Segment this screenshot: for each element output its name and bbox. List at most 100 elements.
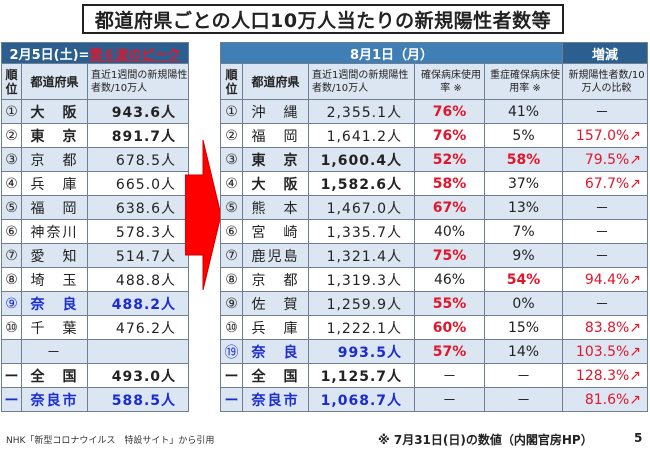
rank-cell: ③ (220, 147, 243, 172)
cases-cell: 1,467.0人 (308, 195, 415, 220)
compare-cell: － (562, 99, 649, 124)
compare-cell: － (562, 243, 649, 268)
rank-cell: ① (220, 99, 243, 124)
pref-cell: 兵 庫 (242, 315, 309, 340)
bed-rate-cell: 75% (414, 243, 485, 268)
cases-cell: 1,319.3人 (308, 267, 415, 292)
right-table: 8月1日（月） 増減 順位 都道府県 直近1週間の新規陽性者数/10万人 確保病… (219, 42, 649, 412)
cases-cell: 1,335.7人 (308, 219, 415, 244)
bed-rate-cell: 67% (414, 195, 485, 220)
severe-rate-cell: 37% (483, 171, 564, 196)
cases-cell: 588.5人 (86, 387, 190, 412)
rank-cell (1, 339, 22, 364)
severe-rate-cell: － (483, 363, 564, 388)
pref-cell: 東 京 (21, 123, 88, 148)
bed-rate-cell: 76% (414, 99, 485, 124)
rank-cell: ④ (220, 171, 243, 196)
pref-cell: 埼 玉 (21, 267, 88, 292)
compare-cell: － (562, 291, 649, 316)
severe-rate-cell: 14% (483, 339, 564, 364)
pref-cell: 兵 庫 (21, 171, 88, 196)
right-col-rank: 順位 (220, 63, 243, 100)
severe-rate-cell: 13% (483, 195, 564, 220)
pref-cell: 奈 良 (242, 339, 309, 364)
rank-cell: ⑦ (1, 243, 22, 268)
pref-cell: 大 阪 (21, 99, 88, 124)
bed-rate-cell: － (414, 387, 485, 412)
rank-cell: ④ (1, 171, 22, 196)
left-table-row: ⑥ 神奈川 578.3人 (1, 219, 190, 244)
cases-cell: 578.3人 (86, 219, 190, 244)
pref-cell: 愛 知 (21, 243, 88, 268)
pref-cell: 京 都 (242, 267, 309, 292)
compare-cell: 157.0%↗ (562, 123, 649, 148)
bed-rate-cell: 76% (414, 123, 485, 148)
compare-cell: 103.5%↗ (562, 339, 649, 364)
pref-cell: 全 国 (242, 363, 309, 388)
bed-rate-cell: 52% (414, 147, 485, 172)
right-table-row: ー全 国 1,125.7人－－ 128.3%↗ (220, 363, 649, 388)
left-col-pref: 都道府県 (21, 63, 88, 100)
bed-rate-cell: 57% (414, 339, 485, 364)
source-note: ※ 7月31日(日)の数値（内閣官房HP） (378, 433, 593, 447)
cases-cell: 1,582.6人 (308, 171, 415, 196)
rank-cell: ⑨ (220, 291, 243, 316)
right-table-row: ー奈良市 1,068.7人－－ 81.6%↗ (220, 387, 649, 412)
bed-rate-cell: － (414, 363, 485, 388)
right-col-bed: 確保病床使用率 ※ (414, 63, 485, 100)
compare-cell: 128.3%↗ (562, 363, 649, 388)
rank-cell: ② (220, 123, 243, 148)
pref-cell: 千 葉 (21, 315, 88, 340)
pref-cell: 宮 崎 (242, 219, 309, 244)
cases-cell: 488.8人 (86, 267, 190, 292)
left-peak-label: 第６波のピーク (89, 47, 181, 63)
pref-cell: － (21, 339, 88, 364)
left-col-rank: 順位 (1, 63, 22, 100)
left-table-row: ー奈良市 588.5人 (1, 387, 190, 412)
pref-cell: 鹿児島 (242, 243, 309, 268)
bed-rate-cell: 60% (414, 315, 485, 340)
rank-cell: ② (1, 123, 22, 148)
footnote: NHK「新型コロナウイルス 特設サイト」から引用 (6, 436, 215, 446)
left-date-eq: = (78, 47, 90, 63)
severe-rate-cell: 0% (483, 291, 564, 316)
cases-cell: 488.2人 (86, 291, 190, 316)
cases-cell: 514.7人 (86, 243, 190, 268)
rank-cell: ⑦ (220, 243, 243, 268)
rank-cell: ー (1, 387, 22, 412)
right-col-pref: 都道府県 (242, 63, 309, 100)
right-col-cases: 直近1週間の新規陽性者数/10万人 (308, 63, 415, 100)
left-date-header: 2月5日(土)=第６波のピーク (0, 42, 190, 64)
cases-cell: 1,068.7人 (308, 387, 415, 412)
rank-cell: ⑲ (220, 339, 243, 364)
severe-rate-cell: 7% (483, 219, 564, 244)
right-change-header: 増減 (562, 42, 649, 64)
cases-cell: 943.6人 (86, 99, 190, 124)
pref-cell: 福 岡 (242, 123, 309, 148)
rank-cell: ー (1, 363, 22, 388)
right-arrow-icon (185, 140, 221, 290)
cases-cell: 1,641.2人 (308, 123, 415, 148)
page-number: 5 (634, 431, 643, 445)
compare-cell: 79.5%↗ (562, 147, 649, 172)
rank-cell: ① (1, 99, 22, 124)
bed-rate-cell: 55% (414, 291, 485, 316)
page-title: 都道府県ごとの人口10万人当たりの新規陽性者数等 (82, 4, 564, 34)
cases-cell: 891.7人 (86, 123, 190, 148)
compare-cell: 81.6%↗ (562, 387, 649, 412)
cases-cell: 2,355.1人 (308, 99, 415, 124)
rank-cell: ⑧ (220, 267, 243, 292)
